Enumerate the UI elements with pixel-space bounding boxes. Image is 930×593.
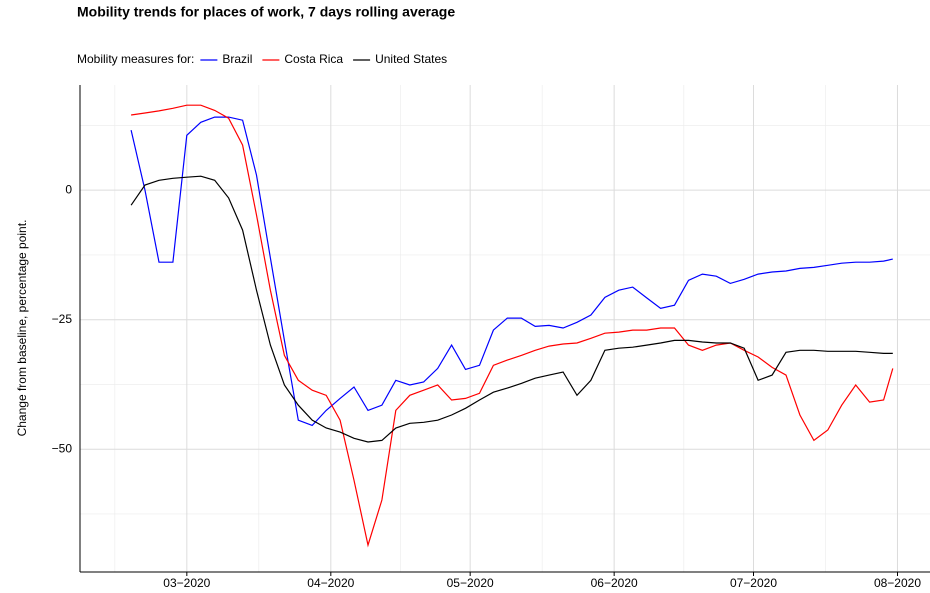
legend-label: Costa Rica (284, 52, 343, 66)
x-tick-label: 06−2020 (591, 576, 638, 590)
y-tick-label: −25 (52, 312, 73, 326)
x-tick-label: 04−2020 (307, 576, 354, 590)
x-tick-label: 08−2020 (874, 576, 921, 590)
series-line (130, 116, 893, 427)
legend-label: United States (375, 52, 447, 66)
legend-label: Brazil (222, 52, 252, 66)
y-tick-label: −50 (52, 441, 73, 455)
x-tick-label: 03−2020 (163, 576, 210, 590)
y-tick-label: 0 (65, 182, 72, 196)
series-line (131, 104, 894, 548)
y-axis-label: Change from baseline, percentage point. (15, 220, 29, 437)
x-tick-label: 07−2020 (730, 576, 777, 590)
legend-title: Mobility measures for: (77, 52, 194, 66)
chart-title: Mobility trends for places of work, 7 da… (77, 4, 455, 20)
series-line (130, 175, 893, 443)
x-tick-label: 05−2020 (447, 576, 494, 590)
